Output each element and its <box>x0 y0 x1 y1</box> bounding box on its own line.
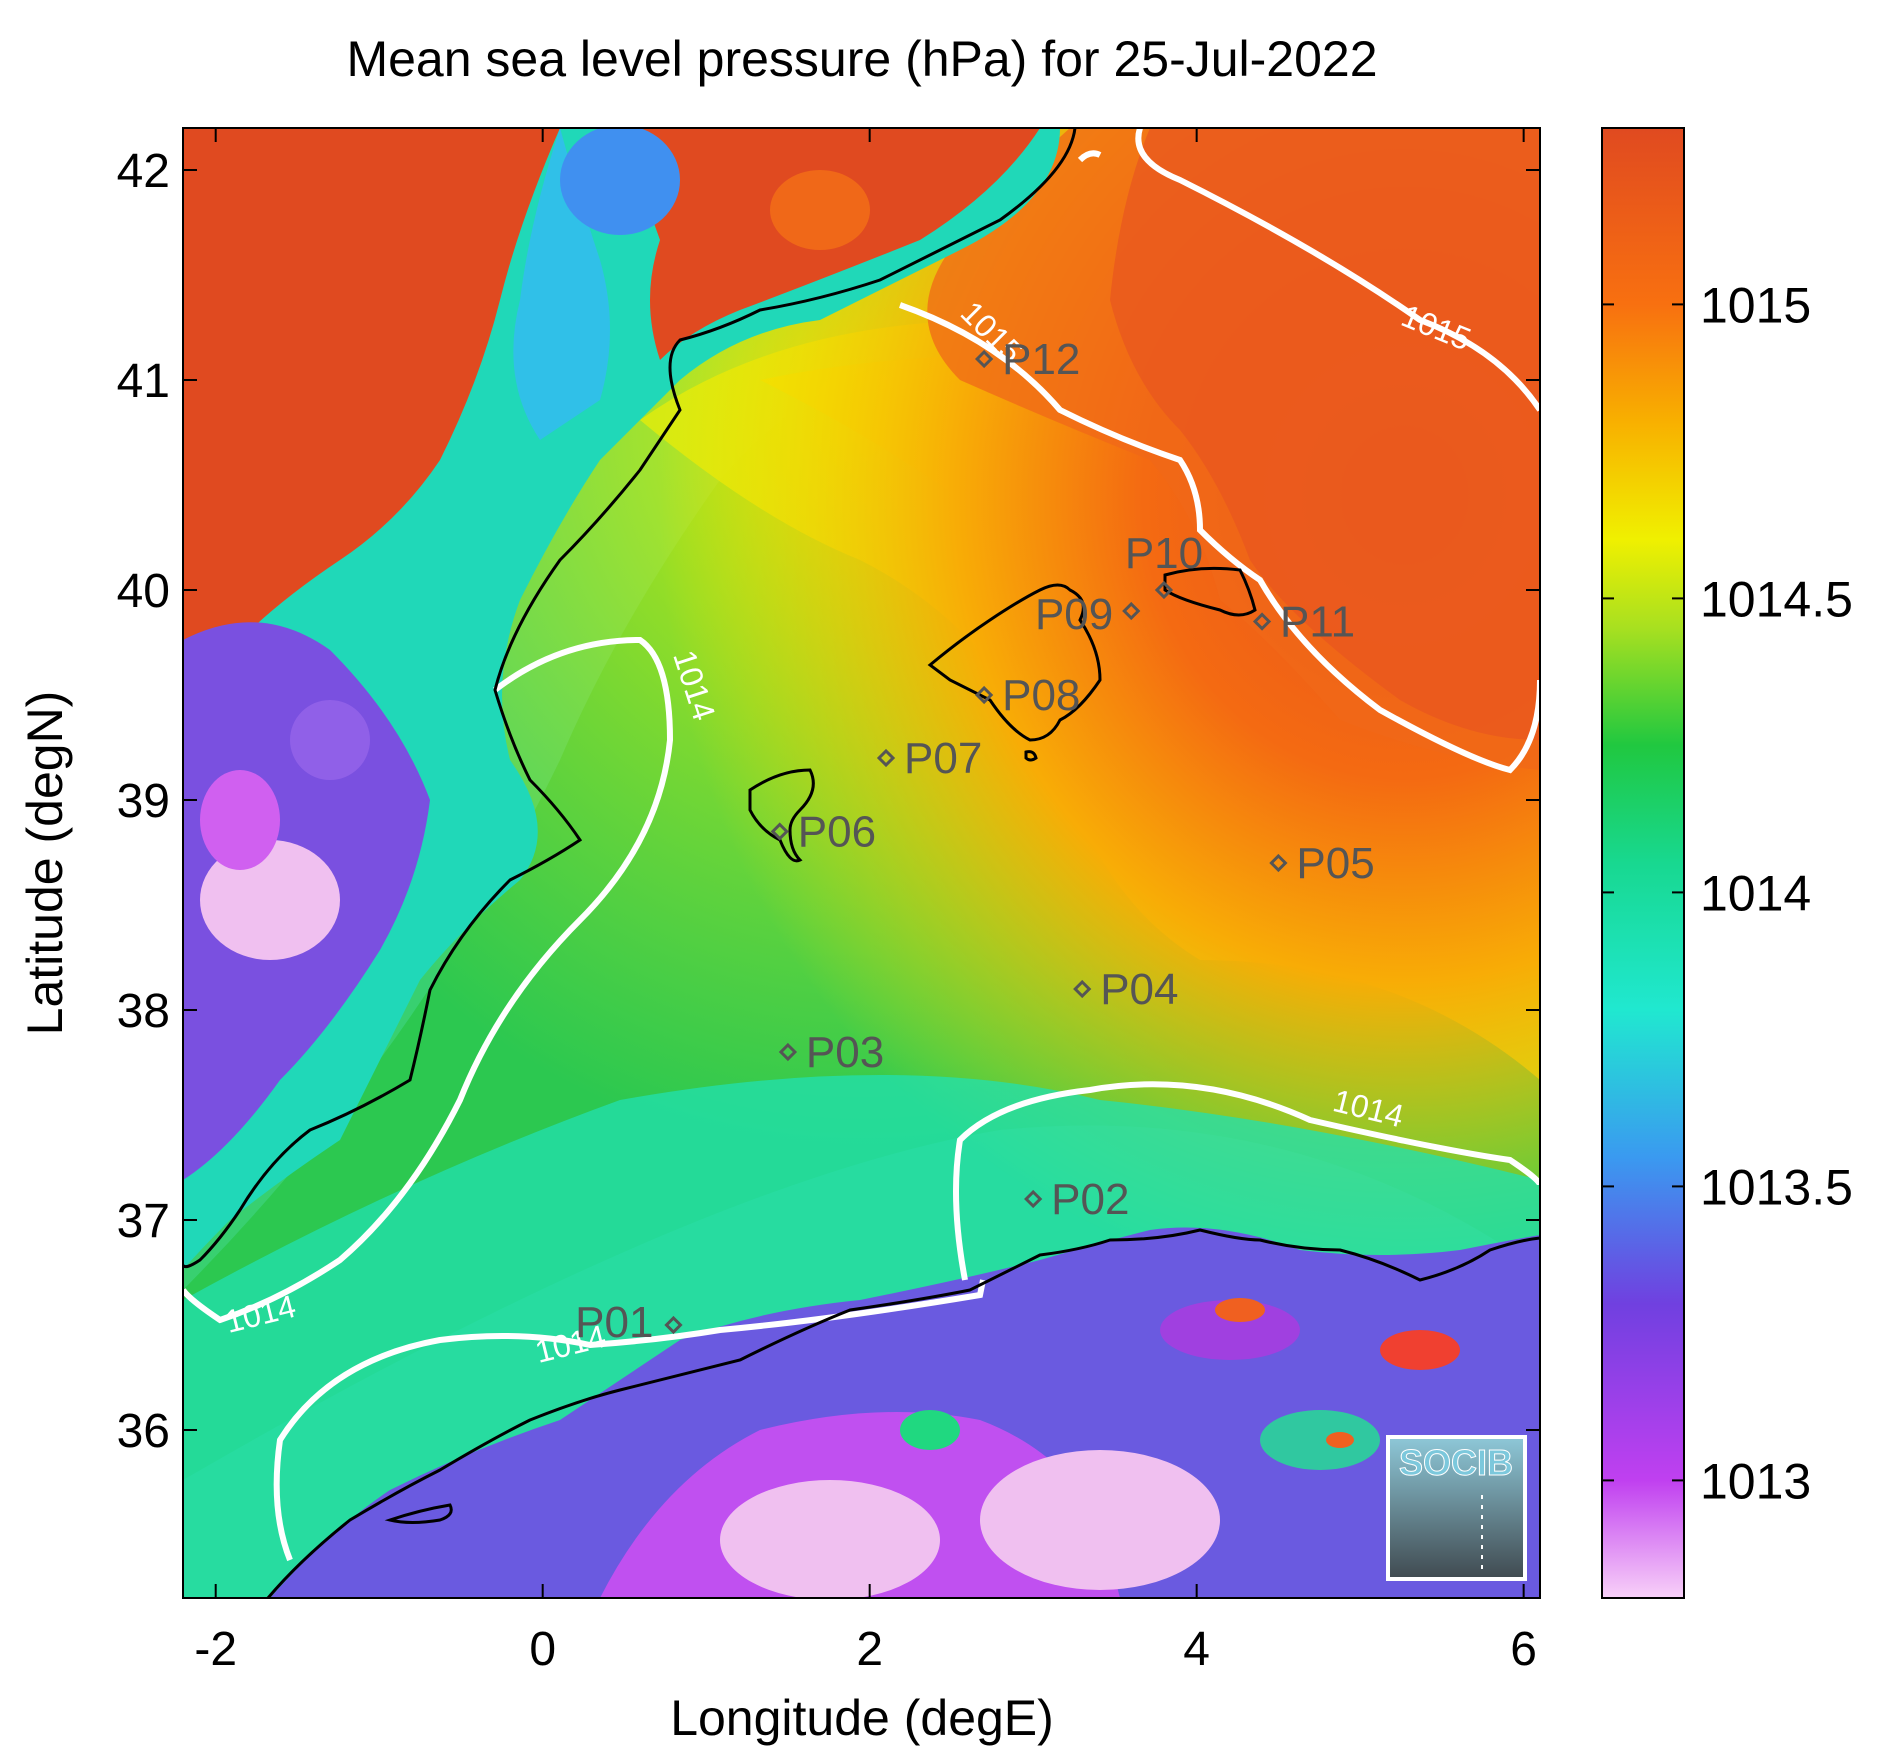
chart-title: Mean sea level pressure (hPa) for 25-Jul… <box>346 31 1377 87</box>
coast-mallorca <box>927 583 1102 742</box>
point-label: P07 <box>904 734 982 783</box>
colorbar <box>1601 127 1685 1599</box>
point-marker <box>974 349 994 369</box>
point-marker <box>664 1315 683 1335</box>
x-tick-label: 2 <box>856 1623 883 1676</box>
point-marker <box>1122 601 1141 621</box>
socib-logo: SOCIB <box>1386 1435 1527 1581</box>
point-label: P04 <box>1100 965 1178 1014</box>
coast-menorca <box>1163 566 1257 617</box>
point-label: P08 <box>1002 671 1080 720</box>
point-label: P01 <box>575 1298 653 1347</box>
pressure-contours <box>183 128 1540 1562</box>
colorbar-ticks: 1013 1013.5 1014 1014.5 1015 <box>1602 277 1853 1509</box>
y-tick-label: 37 <box>117 1195 170 1248</box>
point-marker <box>1073 979 1092 999</box>
x-axis-label: Longitude (degE) <box>670 1690 1054 1746</box>
point-label: P11 <box>1280 598 1355 647</box>
contour-1014-south <box>953 1081 1540 1281</box>
point-marker <box>1269 853 1288 873</box>
coast-alboran <box>384 1503 453 1524</box>
colorbar-tick-label: 1015 <box>1700 277 1811 333</box>
y-tick-label: 38 <box>117 985 170 1038</box>
point-marker <box>778 1042 798 1062</box>
y-tick-label: 41 <box>117 355 170 408</box>
point-label: P10 <box>1125 529 1203 578</box>
x-tick-label: 0 <box>529 1623 556 1676</box>
colorbar-tick-label: 1013.5 <box>1700 1159 1853 1215</box>
colorbar-tick-label: 1014.5 <box>1700 571 1853 627</box>
plot-frame <box>182 127 1541 1599</box>
point-label: P02 <box>1051 1175 1129 1224</box>
point-marker <box>974 685 994 705</box>
point-label: P09 <box>1035 590 1113 639</box>
contour-1015-ne <box>1135 128 1540 412</box>
socib-logo-text: SOCIB <box>1399 1442 1513 1483</box>
coastlines <box>183 128 1540 1598</box>
point-marker <box>876 748 896 768</box>
x-axis: -2 0 2 4 6 <box>194 128 1537 1676</box>
colorbar-tick-label: 1014 <box>1700 865 1811 921</box>
colorbar-tick-label: 1013 <box>1700 1453 1811 1509</box>
point-marker <box>1252 612 1272 631</box>
contour-1014-sw <box>273 1279 986 1562</box>
y-axis: 36 37 38 39 40 41 42 <box>117 145 1540 1458</box>
contour-1015-north <box>899 302 1540 774</box>
contour-1014-west <box>183 636 674 1324</box>
coast-iberia <box>183 128 1077 1269</box>
y-tick-label: 42 <box>117 145 170 198</box>
coast-cabrera <box>1024 750 1038 762</box>
point-label: P05 <box>1296 839 1374 888</box>
y-tick-label: 36 <box>117 1405 170 1458</box>
coast-africa <box>266 1228 1540 1598</box>
point-marker <box>770 822 789 841</box>
y-tick-label: 39 <box>117 775 170 828</box>
point-label: P06 <box>798 808 876 857</box>
x-tick-label: -2 <box>194 1623 237 1676</box>
point-marker <box>1154 580 1174 600</box>
point-marker <box>1024 1189 1043 1209</box>
y-axis-label: Latitude (degN) <box>17 691 73 1036</box>
point-label: P03 <box>806 1028 884 1077</box>
x-tick-label: 6 <box>1510 1623 1537 1676</box>
y-tick-label: 40 <box>117 565 170 618</box>
x-tick-label: 4 <box>1183 1623 1210 1676</box>
pressure-field <box>183 128 1540 1598</box>
contour-1015-top <box>1077 150 1102 163</box>
point-label: P12 <box>1002 335 1080 384</box>
